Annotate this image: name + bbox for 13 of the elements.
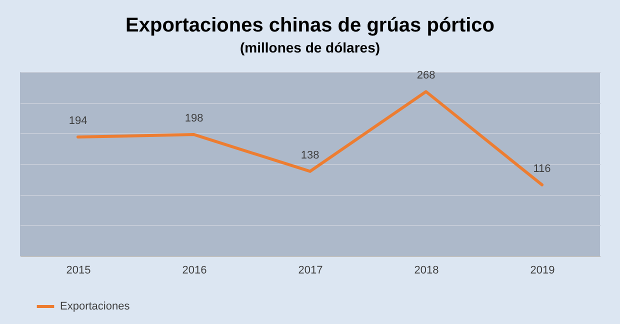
chart-title: Exportaciones chinas de grúas pórtico — [126, 14, 494, 37]
data-label: 138 — [300, 149, 320, 162]
data-label: 194 — [68, 115, 88, 128]
x-tick-label: 2018 — [414, 264, 439, 276]
x-tick-label: 2019 — [530, 264, 555, 276]
chart-subtitle: (millones de dólares) — [240, 40, 380, 56]
legend-label: Exportaciones — [60, 300, 130, 312]
x-tick-label: 2017 — [298, 264, 323, 276]
x-tick-label: 2015 — [66, 264, 91, 276]
data-label: 116 — [533, 162, 551, 175]
data-label: 198 — [184, 112, 204, 125]
x-tick-label: 2016 — [182, 264, 207, 276]
data-label: 268 — [416, 70, 436, 82]
